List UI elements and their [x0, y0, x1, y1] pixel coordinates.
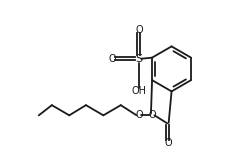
Text: OH: OH [131, 86, 147, 96]
Text: O: O [135, 25, 143, 35]
Text: O: O [149, 110, 156, 120]
Text: O: O [135, 110, 143, 120]
Text: O: O [109, 54, 117, 64]
Text: S: S [135, 54, 142, 64]
Text: O: O [164, 138, 172, 148]
